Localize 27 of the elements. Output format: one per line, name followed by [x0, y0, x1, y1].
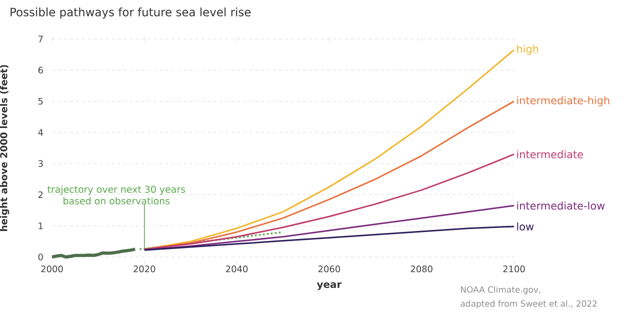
x-tick-label: 2080 [410, 266, 432, 272]
y-tick-label: 2 [38, 191, 43, 198]
annotation: trajectory over next 30 years [48, 186, 186, 195]
series-label: low [517, 222, 534, 231]
x-tick-label: 2000 [41, 266, 63, 272]
text: adapted from Sweet et al., 2022 [460, 300, 597, 308]
y-tick-label: 5 [38, 98, 43, 105]
x-tick-label: 2060 [318, 266, 340, 272]
x-axis-title: year [316, 282, 342, 290]
y-tick-label: 0 [38, 254, 43, 260]
line-series [144, 204, 515, 251]
series-label: intermediate-low [517, 202, 605, 210]
y-tick-label: 7 [38, 36, 43, 42]
x-tick-label: 2020 [134, 266, 156, 272]
x-tick-label: 2040 [226, 266, 248, 272]
y-tick-label: 1 [38, 222, 43, 230]
y-axis-title: height above 2000 levels (feet) [0, 65, 10, 231]
text: NOAA Climate.gov, [461, 286, 540, 294]
series-label: intermediate [517, 150, 583, 158]
series-label: high [517, 44, 538, 55]
y-tick-label: 4 [38, 129, 43, 136]
x-tick-label: 2100 [503, 266, 525, 272]
annotation: based on observations [64, 197, 170, 204]
y-tick-label: 6 [38, 66, 43, 74]
y-tick-label: 3 [38, 160, 43, 167]
series-label: intermediate-high [517, 96, 610, 106]
chart-title: Possible pathways for future sea level rise [10, 8, 251, 19]
